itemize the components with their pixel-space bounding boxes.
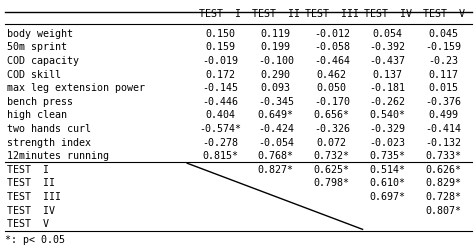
Text: 0.290: 0.290 (261, 70, 291, 79)
Text: 0.119: 0.119 (261, 29, 291, 39)
Text: -0.181: -0.181 (370, 83, 406, 93)
Text: -0.392: -0.392 (370, 42, 406, 52)
Text: 0.732*: 0.732* (314, 150, 350, 160)
Text: 0.093: 0.093 (261, 83, 291, 93)
Text: TEST  II: TEST II (7, 178, 55, 188)
Text: TEST  I: TEST I (199, 9, 241, 19)
Text: -0.446: -0.446 (202, 96, 238, 106)
Text: two hands curl: two hands curl (7, 124, 91, 134)
Text: 0.798*: 0.798* (314, 178, 350, 188)
Text: 0.735*: 0.735* (370, 150, 406, 160)
Text: -0.437: -0.437 (370, 56, 406, 66)
Text: -0.023: -0.023 (370, 137, 406, 147)
Text: 0.829*: 0.829* (426, 178, 462, 188)
Text: 0.054: 0.054 (373, 29, 403, 39)
Text: 0.697*: 0.697* (370, 191, 406, 201)
Text: -0.159: -0.159 (426, 42, 462, 52)
Text: -0.012: -0.012 (314, 29, 350, 39)
Text: 0.625*: 0.625* (314, 164, 350, 174)
Text: 12minutes running: 12minutes running (7, 150, 109, 160)
Text: -0.054: -0.054 (258, 137, 294, 147)
Text: TEST  V: TEST V (423, 9, 465, 19)
Text: 0.728*: 0.728* (426, 191, 462, 201)
Text: -0.414: -0.414 (426, 124, 462, 134)
Text: 0.626*: 0.626* (426, 164, 462, 174)
Text: -0.23: -0.23 (428, 56, 459, 66)
Text: high clean: high clean (7, 110, 67, 120)
Text: -0.170: -0.170 (314, 96, 350, 106)
Text: 0.733*: 0.733* (426, 150, 462, 160)
Text: -0.376: -0.376 (426, 96, 462, 106)
Text: TEST  I: TEST I (7, 164, 49, 174)
Text: 0.117: 0.117 (428, 70, 459, 79)
Text: TEST  III: TEST III (7, 191, 61, 201)
Text: -0.019: -0.019 (202, 56, 238, 66)
Text: body weight: body weight (7, 29, 73, 39)
Text: 0.656*: 0.656* (314, 110, 350, 120)
Text: -0.464: -0.464 (314, 56, 350, 66)
Text: TEST  IV: TEST IV (7, 205, 55, 215)
Text: TEST  III: TEST III (305, 9, 359, 19)
Text: 0.827*: 0.827* (258, 164, 294, 174)
Text: strength index: strength index (7, 137, 91, 147)
Text: COD skill: COD skill (7, 70, 61, 79)
Text: COD capacity: COD capacity (7, 56, 79, 66)
Text: -0.424: -0.424 (258, 124, 294, 134)
Text: 0.815*: 0.815* (202, 150, 238, 160)
Text: *: p< 0.05: *: p< 0.05 (5, 234, 65, 244)
Text: -0.132: -0.132 (426, 137, 462, 147)
Text: 50m sprint: 50m sprint (7, 42, 67, 52)
Text: bench press: bench press (7, 96, 73, 106)
Text: 0.150: 0.150 (205, 29, 235, 39)
Text: -0.345: -0.345 (258, 96, 294, 106)
Text: 0.172: 0.172 (205, 70, 235, 79)
Text: 0.610*: 0.610* (370, 178, 406, 188)
Text: 0.015: 0.015 (428, 83, 459, 93)
Text: 0.514*: 0.514* (370, 164, 406, 174)
Text: max leg extension power: max leg extension power (7, 83, 145, 93)
Text: 0.050: 0.050 (317, 83, 347, 93)
Text: TEST  V: TEST V (7, 218, 49, 228)
Text: -0.326: -0.326 (314, 124, 350, 134)
Text: 0.807*: 0.807* (426, 205, 462, 215)
Text: 0.137: 0.137 (373, 70, 403, 79)
Text: -0.145: -0.145 (202, 83, 238, 93)
Text: 0.499: 0.499 (428, 110, 459, 120)
Text: 0.768*: 0.768* (258, 150, 294, 160)
Text: -0.278: -0.278 (202, 137, 238, 147)
Text: TEST  II: TEST II (252, 9, 300, 19)
Text: 0.649*: 0.649* (258, 110, 294, 120)
Text: 0.540*: 0.540* (370, 110, 406, 120)
Text: -0.329: -0.329 (370, 124, 406, 134)
Text: TEST  IV: TEST IV (364, 9, 412, 19)
Text: 0.199: 0.199 (261, 42, 291, 52)
Text: 0.072: 0.072 (317, 137, 347, 147)
Text: -0.100: -0.100 (258, 56, 294, 66)
Text: -0.058: -0.058 (314, 42, 350, 52)
Text: 0.404: 0.404 (205, 110, 235, 120)
Text: -0.262: -0.262 (370, 96, 406, 106)
Text: -0.574*: -0.574* (199, 124, 241, 134)
Text: 0.462: 0.462 (317, 70, 347, 79)
Text: 0.159: 0.159 (205, 42, 235, 52)
Text: 0.045: 0.045 (428, 29, 459, 39)
